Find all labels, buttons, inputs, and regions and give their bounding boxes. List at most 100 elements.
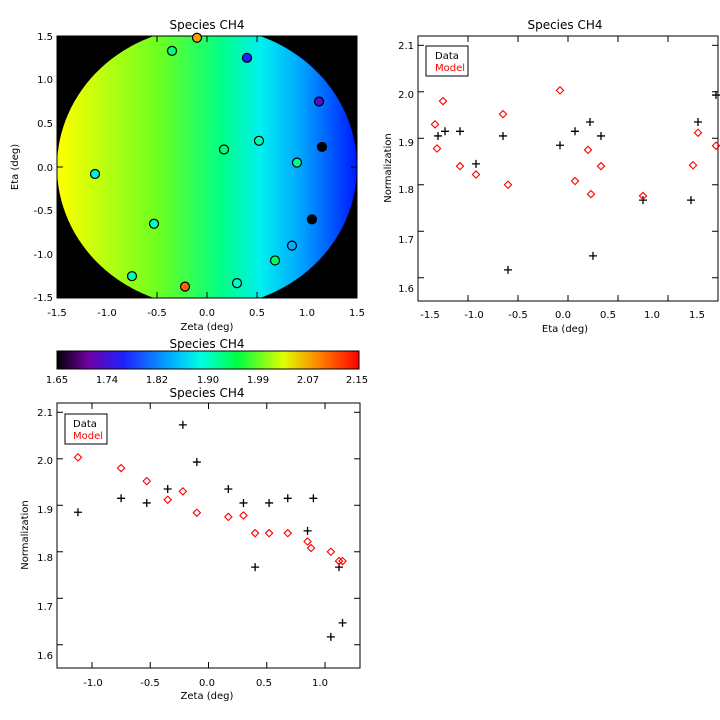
colorbar-tick: 1.74: [96, 375, 118, 386]
eta-data-point: [687, 196, 695, 205]
zeta-data-point: [73, 508, 82, 517]
zeta-model-point: [303, 537, 312, 546]
zeta-x-tick: -1.0: [83, 678, 103, 689]
colorbar-tick: 1.90: [197, 375, 219, 386]
eta-model-point: [596, 161, 606, 171]
eta-data-point: [712, 91, 720, 100]
zeta-y-tick: 1.6: [37, 651, 53, 662]
eta-legend: Data Model: [425, 45, 469, 77]
eta-model-point: [688, 160, 698, 170]
zeta-data-point: [239, 498, 248, 507]
zeta-model-point: [283, 528, 293, 538]
zeta-data-point: [117, 494, 126, 503]
colorbar-tick: 1.99: [247, 375, 269, 386]
zeta-model-point: [163, 495, 173, 505]
map-x-ticks: -1.5 -1.0 -0.5 0.0 0.5 1.0 1.5: [47, 308, 365, 319]
zeta-data-point: [303, 526, 312, 535]
eta-data-point: [504, 265, 512, 274]
zeta-data-point: [142, 498, 151, 507]
zeta-legend-data: Data: [73, 419, 97, 430]
colorbar-tick: 2.15: [346, 375, 368, 386]
map-point: [148, 218, 160, 229]
eta-data-point: [571, 127, 579, 136]
zeta-x-tick: 0.0: [199, 678, 215, 689]
eta-data-point: [499, 131, 507, 140]
zeta-model-point: [334, 556, 344, 566]
eta-data-point: [586, 118, 594, 127]
eta-model-point: [570, 176, 580, 186]
map-point: [253, 135, 265, 146]
colorbar-title: Species CH4: [169, 337, 244, 351]
map-y-tick: 1.0: [37, 75, 53, 86]
zeta-legend-model: Model: [73, 431, 103, 442]
zeta-data-point: [326, 632, 335, 641]
zeta-model-point: [116, 463, 126, 473]
map-x-label: Zeta (deg): [181, 322, 234, 333]
eta-model-point: [711, 141, 720, 151]
map-x-tick: -0.5: [147, 308, 167, 319]
eta-model-point: [455, 161, 465, 171]
map-y-tick: 1.5: [37, 32, 53, 43]
map-point: [126, 271, 138, 282]
eta-x-tick: 0.0: [555, 310, 571, 321]
map-point: [166, 45, 178, 56]
eta-x-ticks: -1.5 -1.0 -0.5 0.0 0.5 1.0 1.5: [420, 310, 705, 321]
map-point: [316, 141, 328, 153]
eta-title: Species CH4: [527, 18, 602, 32]
eta-data-point: [434, 131, 442, 140]
eta-y-tick: 1.6: [398, 284, 414, 295]
eta-model-point: [438, 96, 448, 106]
zeta-model-point: [178, 486, 188, 496]
eta-data-point: [597, 131, 605, 140]
zeta-data-point: [265, 498, 274, 507]
map-point: [179, 281, 191, 292]
map-y-tick: -1.5: [33, 293, 53, 304]
eta-data-point: [589, 251, 597, 260]
zeta-model-point: [264, 528, 274, 538]
colorbar-tick: 1.82: [146, 375, 168, 386]
map-point: [286, 240, 298, 251]
zeta-x-ticks: -1.0 -0.5 0.0 0.5 1.0: [83, 678, 328, 689]
zeta-data-point: [309, 494, 318, 503]
eta-model-point: [471, 170, 481, 179]
eta-x-tick: 1.0: [644, 310, 660, 321]
eta-legend-data: Data: [435, 51, 459, 62]
map-y-tick: 0.0: [37, 163, 53, 174]
zeta-legend: Data Model: [64, 413, 108, 445]
zeta-y-label: Normalization: [20, 500, 31, 570]
zeta-data-point: [338, 618, 347, 627]
map-point: [218, 144, 230, 155]
eta-y-ticks: 1.6 1.7 1.8 1.9 2.0 2.1: [398, 41, 414, 295]
eta-data-point: [556, 141, 564, 150]
eta-x-label: Eta (deg): [542, 324, 588, 335]
map-x-tick: 0.5: [249, 308, 265, 319]
zeta-title: Species CH4: [169, 386, 244, 400]
map-x-tick: 0.0: [199, 308, 215, 319]
zeta-model-point: [73, 453, 83, 462]
colorbar: Species CH4 1.65 1.74 1.82 1.90 1.99 2.0…: [46, 337, 368, 386]
eta-data-point: [694, 118, 702, 127]
zeta-x-tick: -0.5: [140, 678, 160, 689]
map-title: Species CH4: [169, 18, 244, 32]
map-point: [231, 278, 243, 289]
eta-y-tick: 2.0: [398, 90, 414, 101]
map-field-disc: [57, 36, 357, 298]
eta-y-label: Normalization: [383, 133, 394, 203]
map-x-tick: -1.5: [47, 308, 67, 319]
zeta-y-tick: 2.1: [37, 408, 53, 419]
eta-x-tick: -1.0: [464, 310, 484, 321]
eta-data-point: [456, 127, 464, 136]
map-x-tick: -1.0: [97, 308, 117, 319]
eta-model-point: [583, 145, 593, 155]
map-point: [306, 214, 318, 225]
zeta-x-tick: 1.0: [312, 678, 328, 689]
eta-model-point: [586, 189, 596, 199]
eta-model-point: [432, 144, 442, 153]
eta-x-tick: -1.5: [420, 310, 440, 321]
zeta-y-tick: 1.7: [37, 602, 53, 613]
eta-y-tick: 1.9: [398, 138, 414, 149]
colorbar-tick: 2.07: [297, 375, 319, 386]
eta-model-point: [430, 119, 440, 129]
colorbar-tick: 1.65: [46, 375, 68, 386]
